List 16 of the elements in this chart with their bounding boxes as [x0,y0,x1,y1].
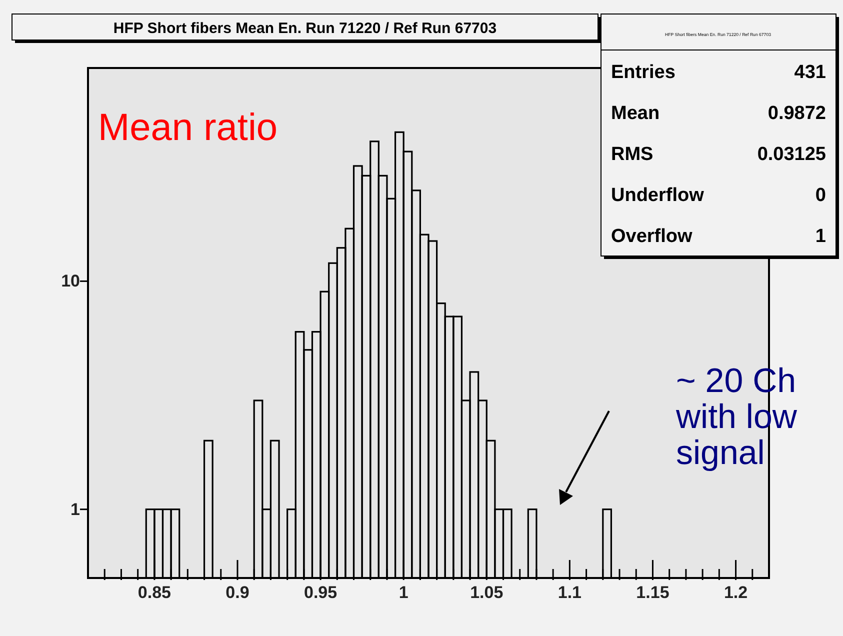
chart-title: HFP Short fibers Mean En. Run 71220 / Ref Run 67703 [113,20,497,37]
y-tick-label: 10 [61,272,80,291]
x-tick-label: 1.1 [558,583,582,602]
annotation: Mean ratio [98,107,278,149]
x-tick-label: 1 [398,583,408,602]
text: Entries 431 [611,62,826,83]
text: Underflow 0 [611,185,826,206]
text: Overflow 1 [611,226,826,247]
text: RMS 0.03125 [611,144,826,165]
x-tick-label: 1.2 [724,583,748,602]
x-tick-label: 1.05 [470,583,504,602]
x-tick-label: 0.9 [226,583,250,602]
x-tick-label: 1.15 [636,583,670,602]
x-tick-label: 0.85 [138,583,171,602]
text: Mean 0.9872 [611,103,826,124]
x-tick-label: 0.95 [304,583,338,602]
